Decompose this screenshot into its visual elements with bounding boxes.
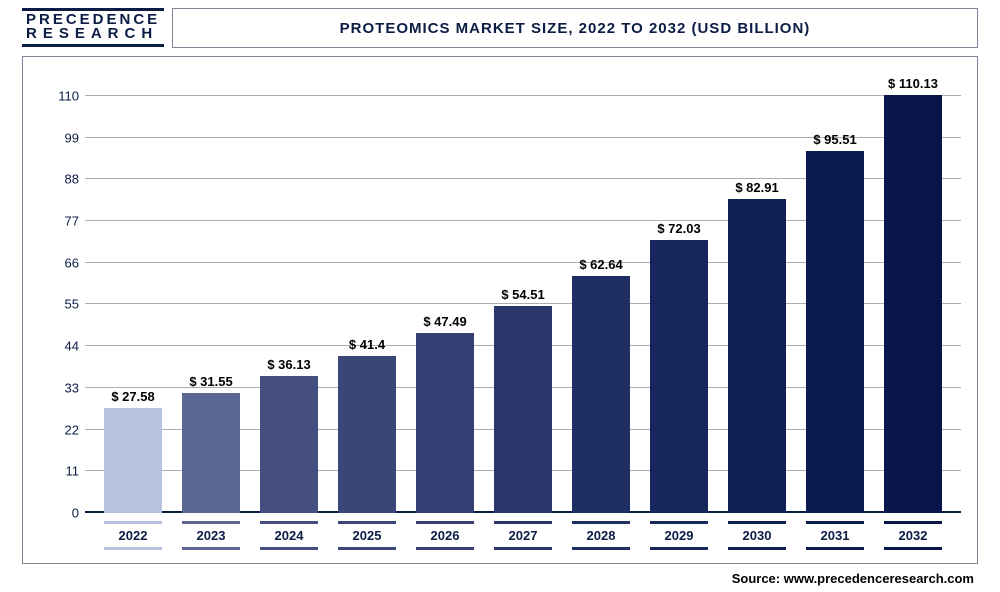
y-axis-label: 22 [41,422,79,437]
bar: $ 95.51 [806,151,864,513]
bar: $ 72.03 [650,240,708,513]
bar-value-label: $ 36.13 [267,357,310,372]
x-category-label: 2026 [416,521,474,550]
bar: $ 41.4 [338,356,396,513]
bar-value-label: $ 95.51 [813,132,856,147]
y-axis-label: 99 [41,130,79,145]
logo-line2: RESEARCH [26,27,160,41]
x-category-label: 2025 [338,521,396,550]
bar: $ 110.13 [884,95,942,513]
plot-area: 0112233445566778899110$ 27.582022$ 31.55… [85,77,961,513]
bar-value-label: $ 27.58 [111,389,154,404]
x-category-label: 2028 [572,521,630,550]
gridline [85,95,961,96]
bar-value-label: $ 47.49 [423,314,466,329]
x-category-label: 2031 [806,521,864,550]
bar-value-label: $ 62.64 [579,257,622,272]
bar: $ 54.51 [494,306,552,513]
y-axis-label: 0 [41,506,79,521]
y-axis-label: 44 [41,339,79,354]
bar: $ 36.13 [260,376,318,513]
bar-value-label: $ 72.03 [657,221,700,236]
bar-value-label: $ 31.55 [189,374,232,389]
x-category-label: 2029 [650,521,708,550]
source-citation: Source: www.precedenceresearch.com [732,571,974,586]
y-axis-label: 66 [41,255,79,270]
x-category-label: 2024 [260,521,318,550]
bar-value-label: $ 41.4 [349,337,385,352]
x-category-label: 2022 [104,521,162,550]
chart-title: PROTEOMICS MARKET SIZE, 2022 TO 2032 (US… [172,8,978,48]
bar: $ 82.91 [728,199,786,513]
x-category-label: 2032 [884,521,942,550]
bar: $ 31.55 [182,393,240,513]
y-axis-label: 33 [41,380,79,395]
bar-value-label: $ 54.51 [501,287,544,302]
bar: $ 47.49 [416,333,474,513]
x-category-label: 2027 [494,521,552,550]
y-axis-label: 11 [41,464,79,479]
bar: $ 62.64 [572,276,630,513]
brand-logo: PRECEDENCE RESEARCH [22,8,164,47]
y-axis-label: 77 [41,214,79,229]
chart-container: 0 11 22 33 44 55 66 77 88 99 110 $ 27.58 2022 $ 31.55… [22,56,978,564]
bar-value-label: $ 82.91 [735,180,778,195]
y-axis-label: 88 [41,172,79,187]
x-category-label: 2023 [182,521,240,550]
bar: $ 27.58 [104,408,162,513]
bar-value-label: $ 110.13 [888,76,938,91]
y-axis-label: 110 [41,88,79,103]
y-axis-label: 55 [41,297,79,312]
x-category-label: 2030 [728,521,786,550]
